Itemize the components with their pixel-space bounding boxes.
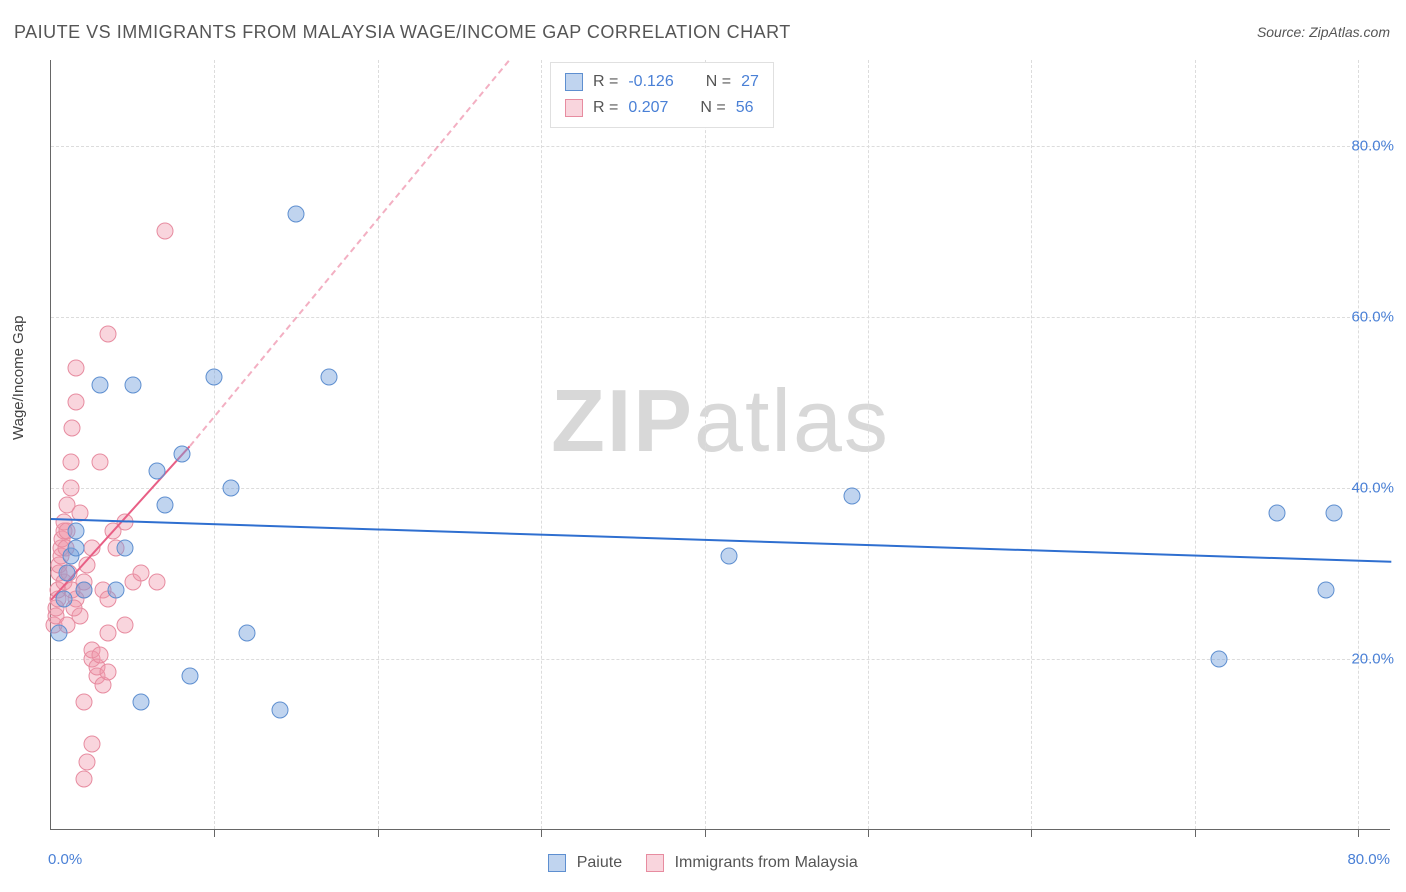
data-point-pink xyxy=(75,693,92,710)
data-point-blue xyxy=(721,548,738,565)
legend-row-pink: R = 0.207 N = 56 xyxy=(565,95,759,121)
data-point-blue xyxy=(67,539,84,556)
legend-label-pink: Immigrants from Malaysia xyxy=(675,854,858,871)
data-point-blue xyxy=(271,702,288,719)
legend-row-blue: R = -0.126 N = 27 xyxy=(565,69,759,95)
gridline-v xyxy=(1358,60,1359,829)
swatch-blue-icon xyxy=(548,854,566,872)
y-tick-label: 80.0% xyxy=(1351,137,1394,154)
n-value-pink: 56 xyxy=(736,95,754,121)
data-point-blue xyxy=(67,522,84,539)
gridline-v xyxy=(378,60,379,829)
watermark: ZIPatlas xyxy=(551,370,890,472)
x-tick xyxy=(214,829,215,837)
x-tick xyxy=(1195,829,1196,837)
gridline-v xyxy=(705,60,706,829)
data-point-blue xyxy=(206,368,223,385)
source-label: Source: ZipAtlas.com xyxy=(1257,24,1390,40)
data-point-blue xyxy=(173,445,190,462)
gridline-h xyxy=(51,146,1390,147)
data-point-blue xyxy=(288,206,305,223)
data-point-blue xyxy=(157,496,174,513)
r-label: R = xyxy=(593,69,618,95)
data-point-pink xyxy=(157,223,174,240)
data-point-blue xyxy=(116,539,133,556)
data-point-blue xyxy=(149,462,166,479)
data-point-blue xyxy=(843,488,860,505)
data-point-blue xyxy=(1268,505,1285,522)
gridline-v xyxy=(868,60,869,829)
swatch-pink-icon xyxy=(646,854,664,872)
data-point-blue xyxy=(59,565,76,582)
n-value-blue: 27 xyxy=(741,69,759,95)
gridline-h xyxy=(51,317,1390,318)
data-point-blue xyxy=(92,377,109,394)
x-tick xyxy=(1031,829,1032,837)
legend-item-pink: Immigrants from Malaysia xyxy=(646,854,858,872)
watermark-zip: ZIP xyxy=(551,371,694,470)
x-axis-min-label: 0.0% xyxy=(48,851,82,868)
data-point-pink xyxy=(92,646,109,663)
legend-label-blue: Paiute xyxy=(577,854,622,871)
legend-item-blue: Paiute xyxy=(548,854,622,872)
r-label: R = xyxy=(593,95,618,121)
gridline-h xyxy=(51,488,1390,489)
data-point-pink xyxy=(149,573,166,590)
gridline-h xyxy=(51,659,1390,660)
n-label: N = xyxy=(700,95,725,121)
plot-area: ZIPatlas xyxy=(50,60,1390,830)
data-point-pink xyxy=(67,394,84,411)
data-point-blue xyxy=(51,625,68,642)
y-tick-label: 20.0% xyxy=(1351,650,1394,667)
r-value-pink: 0.207 xyxy=(628,95,668,121)
y-tick-label: 60.0% xyxy=(1351,308,1394,325)
data-point-pink xyxy=(100,663,117,680)
data-point-blue xyxy=(56,591,73,608)
data-point-blue xyxy=(132,693,149,710)
data-point-blue xyxy=(1317,582,1334,599)
data-point-pink xyxy=(75,770,92,787)
data-point-blue xyxy=(239,625,256,642)
x-tick xyxy=(378,829,379,837)
data-point-blue xyxy=(320,368,337,385)
gridline-v xyxy=(1195,60,1196,829)
watermark-atlas: atlas xyxy=(694,371,890,470)
data-point-pink xyxy=(62,454,79,471)
data-point-pink xyxy=(62,479,79,496)
x-tick xyxy=(541,829,542,837)
x-tick xyxy=(705,829,706,837)
x-axis-max-label: 80.0% xyxy=(1347,851,1390,868)
data-point-pink xyxy=(100,625,117,642)
gridline-v xyxy=(1031,60,1032,829)
gridline-v xyxy=(541,60,542,829)
chart-title: PAIUTE VS IMMIGRANTS FROM MALAYSIA WAGE/… xyxy=(14,22,791,43)
data-point-pink xyxy=(116,616,133,633)
data-point-pink xyxy=(100,325,117,342)
y-tick-label: 40.0% xyxy=(1351,479,1394,496)
data-point-blue xyxy=(1325,505,1342,522)
data-point-pink xyxy=(92,454,109,471)
legend-series: Paiute Immigrants from Malaysia xyxy=(0,854,1406,872)
data-point-pink xyxy=(132,565,149,582)
data-point-pink xyxy=(83,736,100,753)
data-point-pink xyxy=(64,419,81,436)
data-point-blue xyxy=(222,479,239,496)
data-point-pink xyxy=(67,360,84,377)
x-tick xyxy=(1358,829,1359,837)
data-point-blue xyxy=(124,377,141,394)
y-axis-title: Wage/Income Gap xyxy=(10,315,27,440)
x-tick xyxy=(868,829,869,837)
data-point-blue xyxy=(1211,650,1228,667)
data-point-pink xyxy=(78,753,95,770)
swatch-pink-icon xyxy=(565,99,583,117)
gridline-v xyxy=(214,60,215,829)
r-value-blue: -0.126 xyxy=(628,69,673,95)
data-point-blue xyxy=(75,582,92,599)
data-point-blue xyxy=(181,668,198,685)
n-label: N = xyxy=(706,69,731,95)
swatch-blue-icon xyxy=(565,73,583,91)
trend-line xyxy=(189,60,509,446)
legend-stats: R = -0.126 N = 27 R = 0.207 N = 56 xyxy=(550,62,774,128)
data-point-blue xyxy=(108,582,125,599)
